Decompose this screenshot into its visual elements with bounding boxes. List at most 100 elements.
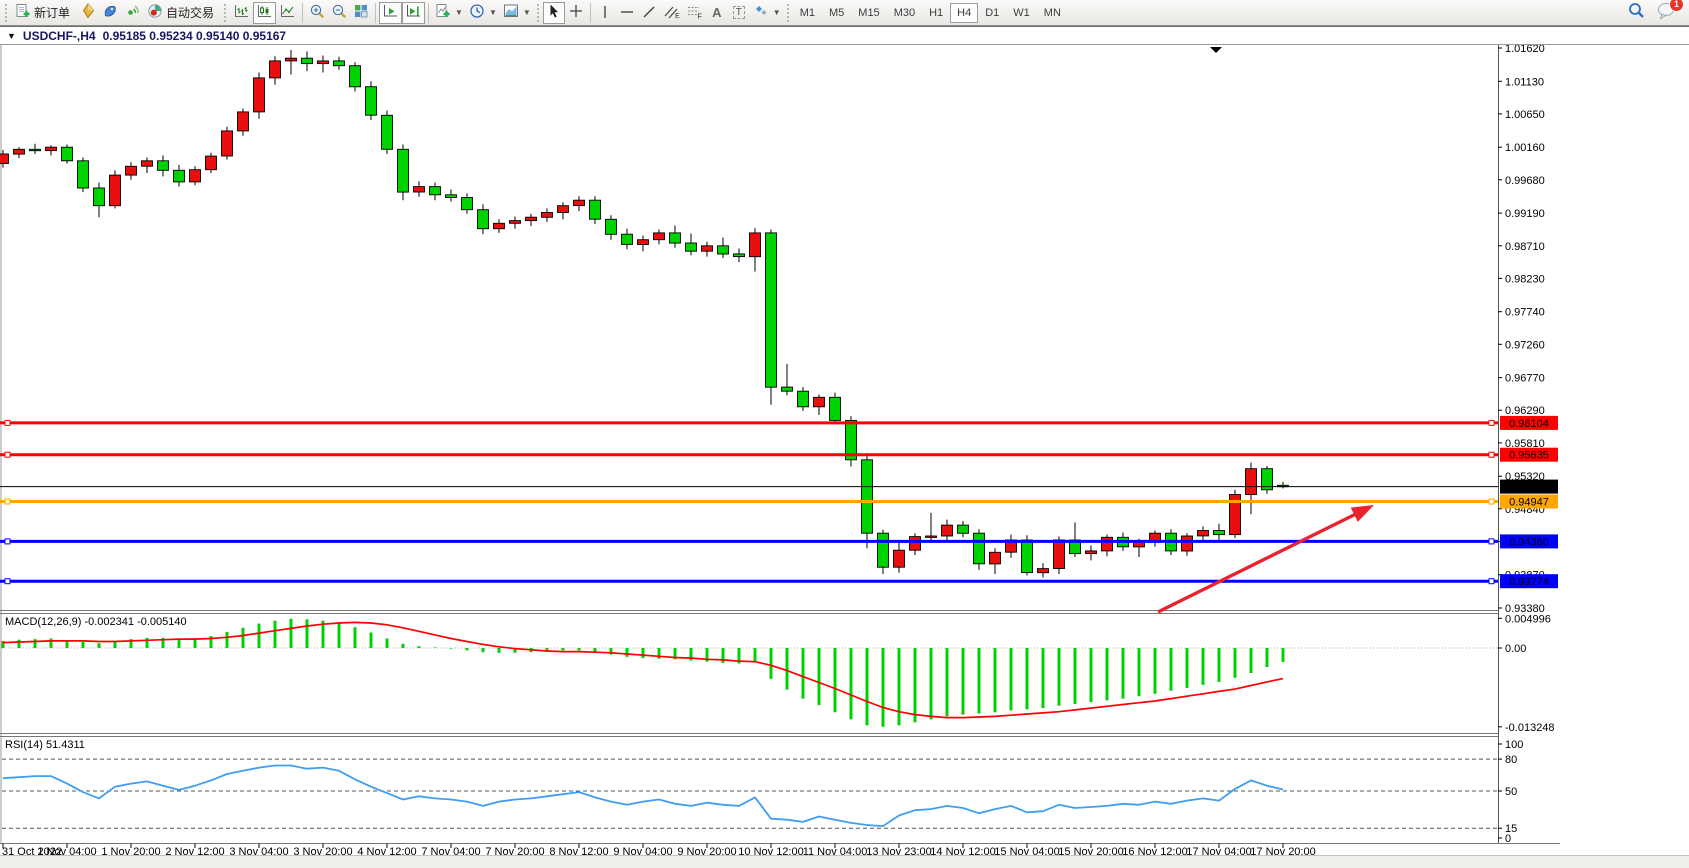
svg-text:9 Nov 04:00: 9 Nov 04:00 bbox=[613, 846, 672, 855]
toolbar-grip bbox=[536, 3, 539, 22]
text-label-icon: T bbox=[732, 6, 745, 19]
templates-button[interactable]: ▼ bbox=[500, 2, 534, 24]
crosshair-button[interactable] bbox=[565, 2, 587, 24]
svg-text:1.01130: 1.01130 bbox=[1505, 76, 1544, 88]
chart-shift-marker bbox=[1210, 47, 1222, 53]
timeframe-button-D1[interactable]: D1 bbox=[985, 6, 1000, 19]
line-chart-button[interactable] bbox=[276, 2, 299, 24]
tile-windows-button[interactable] bbox=[350, 2, 372, 24]
svg-text:17 Nov 20:00: 17 Nov 20:00 bbox=[1250, 846, 1315, 855]
svg-text:E: E bbox=[675, 13, 680, 20]
horizontal-line-button[interactable] bbox=[616, 2, 638, 24]
price-chart-canvas[interactable]: 1.01620 1.01130 1.00650 1.00160 0.99680 0.991… bbox=[0, 45, 1689, 855]
auto-scroll-button[interactable] bbox=[379, 1, 403, 24]
chevron-down-icon[interactable]: ▼ bbox=[522, 8, 531, 17]
svg-text:7 Nov 20:00: 7 Nov 20:00 bbox=[485, 846, 544, 855]
macd-axis: 0.004996 0.00 -0.013248 bbox=[1498, 613, 1555, 734]
timeframe-button-W1[interactable]: W1 bbox=[1013, 6, 1030, 19]
cursor-button[interactable] bbox=[542, 1, 565, 24]
svg-text:3 Nov 20:00: 3 Nov 20:00 bbox=[293, 846, 352, 855]
text-button[interactable]: A bbox=[706, 2, 728, 24]
search-icon[interactable] bbox=[1627, 1, 1646, 25]
svg-text:F: F bbox=[697, 11, 702, 20]
tile-windows-icon bbox=[353, 3, 369, 22]
auto-trading-label: 自动交易 bbox=[166, 6, 215, 20]
new-order-button[interactable]: 新订单 bbox=[11, 2, 77, 24]
svg-text:1.00650: 1.00650 bbox=[1505, 109, 1545, 121]
timeframe-button-M5[interactable]: M5 bbox=[829, 6, 845, 19]
candlestick-chart-button[interactable] bbox=[253, 1, 277, 24]
svg-text:1.01620: 1.01620 bbox=[1505, 45, 1545, 55]
macd-histogram bbox=[1, 618, 1285, 727]
shapes-icon bbox=[753, 3, 769, 22]
community-button[interactable] bbox=[99, 2, 121, 24]
chart-symbol-period: USDCHF-,H4 bbox=[22, 28, 96, 43]
toolbar-separator bbox=[302, 2, 304, 23]
svg-text:0.99190: 0.99190 bbox=[1505, 208, 1545, 220]
svg-text:1.00160: 1.00160 bbox=[1505, 142, 1545, 154]
signals-icon bbox=[124, 3, 140, 22]
svg-text:4 Nov 12:00: 4 Nov 12:00 bbox=[357, 846, 416, 855]
indicators-button[interactable]: ▼ bbox=[432, 2, 466, 24]
shapes-button[interactable]: ▼ bbox=[750, 2, 784, 24]
svg-text:0.94360: 0.94360 bbox=[1509, 536, 1549, 548]
timeframe-button-M30[interactable]: M30 bbox=[893, 6, 916, 19]
periods-button[interactable]: ▼ bbox=[466, 2, 500, 24]
chevron-down-icon[interactable]: ▼ bbox=[455, 8, 463, 17]
trendline-button[interactable] bbox=[638, 2, 660, 24]
signals-button[interactable] bbox=[121, 2, 143, 24]
svg-text:0.98710: 0.98710 bbox=[1505, 241, 1545, 253]
vertical-line-button[interactable] bbox=[594, 2, 616, 24]
svg-text:0.99680: 0.99680 bbox=[1505, 175, 1545, 187]
periods-icon bbox=[469, 3, 485, 22]
horizontal-lines bbox=[0, 419, 1498, 585]
svg-text:17 Nov 04:00: 17 Nov 04:00 bbox=[1186, 846, 1251, 855]
svg-text:0.96104: 0.96104 bbox=[1509, 418, 1549, 430]
svg-text:-0.013248: -0.013248 bbox=[1505, 722, 1555, 734]
auto-trading-button[interactable]: 自动交易 bbox=[143, 2, 221, 24]
toolbar-grip bbox=[224, 3, 227, 22]
chart-area[interactable]: 1.01620 1.01130 1.00650 1.00160 0.99680 0.991… bbox=[0, 45, 1689, 855]
timeframe-button-H4[interactable]: H4 bbox=[950, 2, 979, 23]
text-label-button[interactable]: T bbox=[728, 2, 750, 24]
svg-text:15 Nov 20:00: 15 Nov 20:00 bbox=[1058, 846, 1123, 855]
svg-text:50: 50 bbox=[1505, 786, 1517, 798]
gold-kite-button[interactable] bbox=[77, 2, 99, 24]
svg-text:2 Nov 12:00: 2 Nov 12:00 bbox=[165, 846, 224, 855]
one-click-trading-toggle-icon[interactable]: ▼ bbox=[7, 30, 16, 41]
svg-text:3 Nov 04:00: 3 Nov 04:00 bbox=[229, 846, 288, 855]
new-order-icon bbox=[15, 3, 31, 22]
toolbar-separator bbox=[589, 2, 591, 23]
timeframe-button-M1[interactable]: M1 bbox=[799, 6, 815, 19]
community-icon bbox=[102, 3, 118, 22]
svg-text:15: 15 bbox=[1505, 823, 1517, 835]
autotrading-icon bbox=[147, 3, 163, 22]
chevron-down-icon[interactable]: ▼ bbox=[772, 8, 781, 17]
svg-text:0.96770: 0.96770 bbox=[1505, 373, 1545, 385]
chart-ohlc-values: 0.95185 0.95234 0.95140 0.95167 bbox=[102, 28, 287, 43]
svg-text:9 Nov 20:00: 9 Nov 20:00 bbox=[677, 846, 736, 855]
price-line-badges: 0.96104 0.95635 0.95167 0.94947 0.94360 0.937… bbox=[1500, 415, 1558, 589]
svg-text:0.95810: 0.95810 bbox=[1505, 438, 1545, 450]
toolbar-grip bbox=[5, 3, 7, 22]
svg-text:80: 80 bbox=[1505, 754, 1517, 766]
timeframe-button-M15[interactable]: M15 bbox=[858, 6, 880, 19]
chevron-down-icon[interactable]: ▼ bbox=[488, 8, 497, 17]
zoom-in-button[interactable] bbox=[306, 2, 328, 24]
chat-button[interactable]: 1 bbox=[1656, 0, 1684, 25]
timeframe-button-MN[interactable]: MN bbox=[1043, 6, 1061, 19]
toolbar-separator bbox=[375, 2, 377, 23]
rsi-axis: 100 80 50 150 bbox=[1498, 739, 1523, 845]
svg-text:0.95635: 0.95635 bbox=[1509, 450, 1549, 462]
chart-shift-button[interactable] bbox=[402, 1, 426, 24]
zoom-out-button[interactable] bbox=[328, 2, 350, 24]
bar-chart-button[interactable] bbox=[230, 2, 253, 24]
main-toolbar: 新订单 自动交易 ▼ ▼ ▼ E F A T ▼ M1 M5 M15 M30 H1 H4 D… bbox=[0, 0, 1689, 26]
svg-text:0.93774: 0.93774 bbox=[1509, 576, 1549, 588]
channel-button[interactable]: E bbox=[660, 2, 683, 24]
timeframe-button-H1[interactable]: H1 bbox=[929, 6, 944, 19]
fibonacci-button[interactable]: F bbox=[683, 2, 706, 24]
auto-scroll-icon bbox=[382, 3, 399, 22]
svg-text:0.004996: 0.004996 bbox=[1505, 613, 1551, 625]
